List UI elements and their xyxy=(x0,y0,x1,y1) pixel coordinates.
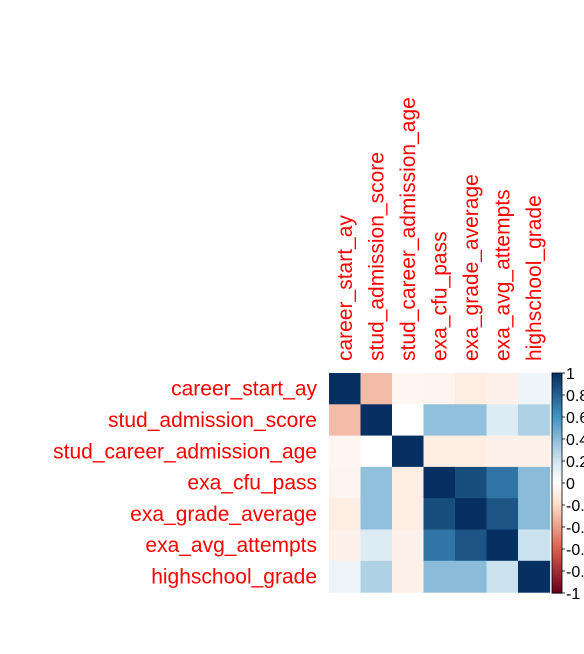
heatmap-cell xyxy=(487,498,519,530)
heatmap-cell xyxy=(392,373,424,405)
column-label: stud_career_admission_age xyxy=(397,97,420,361)
colorbar-tick-label: 1 xyxy=(566,366,575,383)
heatmap-cell xyxy=(329,561,361,593)
heatmap-cell xyxy=(361,498,393,530)
heatmap-cell xyxy=(361,404,393,436)
row-label: career_start_ay xyxy=(171,378,317,401)
heatmap-cell xyxy=(392,498,424,530)
colorbar-tick-label: -1 xyxy=(566,586,580,603)
heatmap-cell xyxy=(361,467,393,499)
heatmap-cell xyxy=(518,498,550,530)
heatmap-cell xyxy=(424,498,456,530)
heatmap-cell xyxy=(455,530,487,562)
heatmap-cell xyxy=(487,436,519,468)
heatmap-cell xyxy=(518,561,550,593)
column-label: exa_grade_average xyxy=(460,174,483,361)
heatmap-cell xyxy=(392,561,424,593)
heatmap-cell xyxy=(329,530,361,562)
column-label: highschool_grade xyxy=(523,195,546,361)
heatmap-cell xyxy=(329,404,361,436)
row-label: exa_cfu_pass xyxy=(187,472,317,495)
heatmap-cell xyxy=(424,436,456,468)
colorbar-tick-label: -0.2 xyxy=(566,498,584,515)
heatmap-cell xyxy=(424,404,456,436)
heatmap-cell xyxy=(424,373,456,405)
row-label: stud_career_admission_age xyxy=(53,440,317,463)
colorbar-tick-label: 0.6 xyxy=(566,410,584,427)
colorbar-tick-label: 0.4 xyxy=(566,432,584,449)
heatmap-cell xyxy=(329,373,361,405)
heatmap-cell xyxy=(487,530,519,562)
heatmap-cell xyxy=(424,561,456,593)
column-label: exa_avg_attempts xyxy=(491,189,514,361)
heatmap-cell xyxy=(518,467,550,499)
column-label: career_start_ay xyxy=(334,215,357,361)
column-labels: career_start_ay stud_admission_score stud_… xyxy=(334,97,546,361)
row-label: highschool_grade xyxy=(151,565,317,588)
heatmap-cell xyxy=(392,404,424,436)
heatmap-cell xyxy=(518,436,550,468)
colorbar-tick-label: -0.6 xyxy=(566,542,584,559)
heatmap-cell xyxy=(455,404,487,436)
heatmap-cell xyxy=(329,436,361,468)
colorbar-tick-label: -0.8 xyxy=(566,564,584,581)
heatmap-cell xyxy=(455,498,487,530)
heatmap-cells xyxy=(329,373,550,593)
heatmap-cell xyxy=(424,530,456,562)
heatmap-cell xyxy=(361,561,393,593)
heatmap-cell xyxy=(487,373,519,405)
row-label: stud_admission_score xyxy=(108,409,317,432)
heatmap-cell xyxy=(487,561,519,593)
heatmap-cell xyxy=(392,467,424,499)
heatmap-cell xyxy=(361,373,393,405)
column-label: stud_admission_score xyxy=(365,152,388,361)
heatmap-cell xyxy=(455,561,487,593)
colorbar xyxy=(552,373,562,594)
row-labels: career_start_ay stud_admission_score stud_… xyxy=(53,378,317,589)
heatmap-cell xyxy=(329,467,361,499)
heatmap-cell xyxy=(487,467,519,499)
heatmap-cell xyxy=(392,436,424,468)
heatmap-cell xyxy=(455,436,487,468)
colorbar-tick-label: 0.8 xyxy=(566,388,584,405)
row-label: exa_grade_average xyxy=(130,503,317,526)
heatmap-cell xyxy=(424,467,456,499)
heatmap-cell xyxy=(518,530,550,562)
heatmap-cell xyxy=(361,530,393,562)
colorbar-tick-label: -0.4 xyxy=(566,520,584,537)
heatmap-cell xyxy=(518,373,550,405)
heatmap-cell xyxy=(361,436,393,468)
heatmap-cell xyxy=(518,404,550,436)
heatmap-cell xyxy=(392,530,424,562)
heatmap-cell xyxy=(487,404,519,436)
heatmap-cell xyxy=(329,498,361,530)
colorbar-tick-label: 0 xyxy=(566,476,575,493)
heatmap-cell xyxy=(455,373,487,405)
heatmap-cell xyxy=(455,467,487,499)
colorbar-tick-label: 0.2 xyxy=(566,454,584,471)
colorbar-ticks: 1 0.8 0.6 0.4 0.2 0 -0.2 -0.4 -0.6 -0.8 -1 xyxy=(562,366,584,603)
row-label: exa_avg_attempts xyxy=(145,534,317,557)
column-label: exa_cfu_pass xyxy=(428,231,451,361)
